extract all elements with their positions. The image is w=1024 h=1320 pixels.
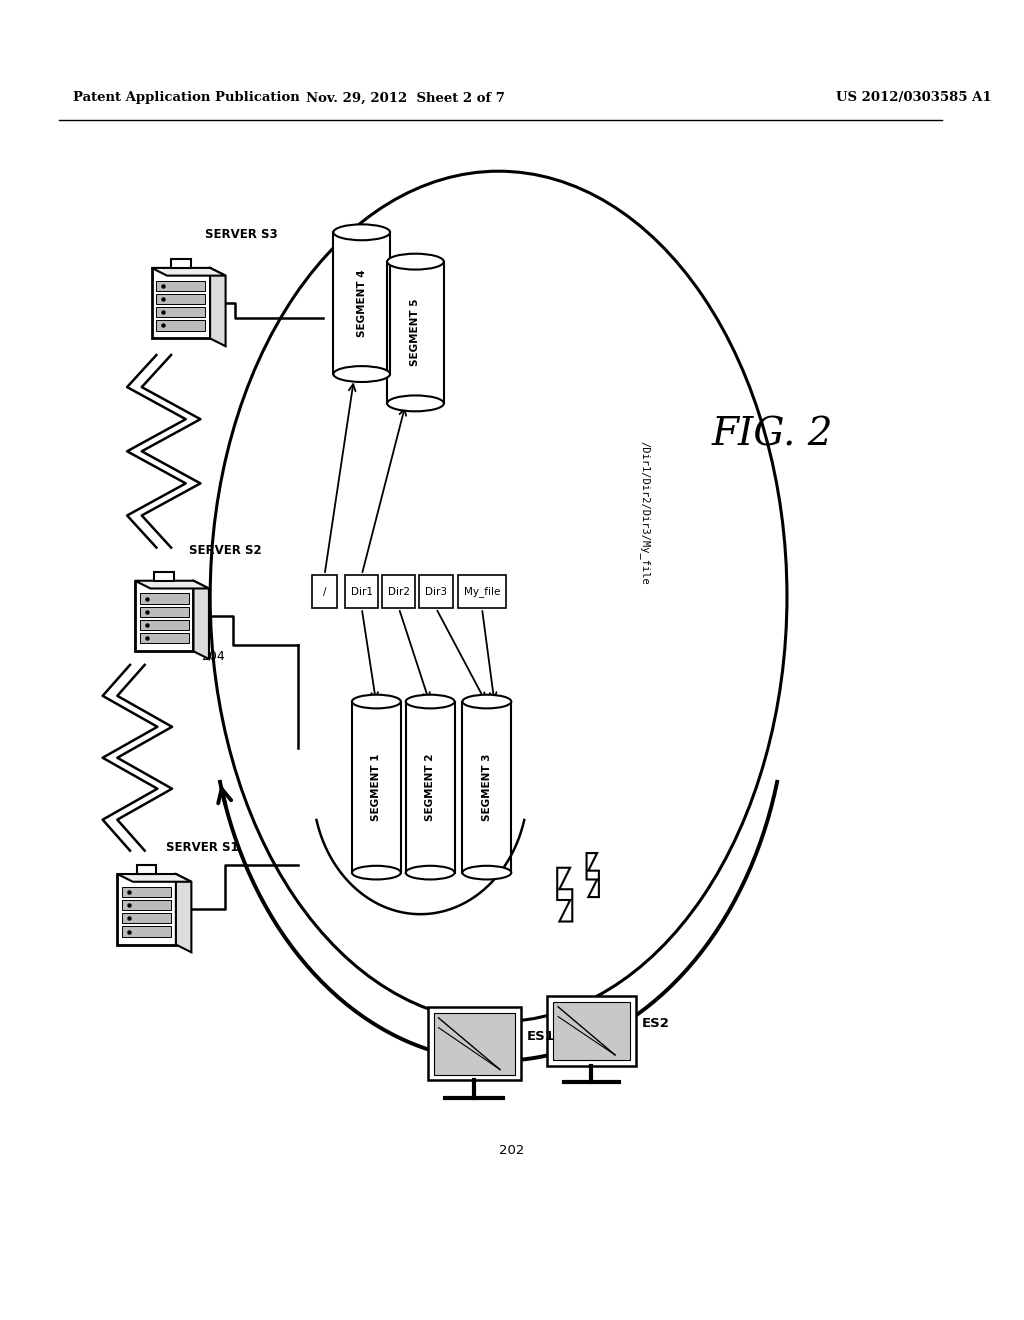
Bar [463, 701, 511, 873]
Text: SERVER S1: SERVER S1 [166, 841, 239, 854]
Polygon shape [210, 268, 225, 346]
Text: 202: 202 [499, 1143, 524, 1156]
Ellipse shape [334, 366, 390, 381]
Ellipse shape [387, 396, 443, 412]
Bar [140, 607, 188, 616]
Bar [122, 927, 171, 937]
Bar [140, 620, 188, 630]
Ellipse shape [352, 694, 400, 709]
Bar [157, 308, 205, 317]
Ellipse shape [406, 866, 455, 879]
Text: SERVER S3: SERVER S3 [205, 228, 278, 242]
Text: SEGMENT 4: SEGMENT 4 [356, 269, 367, 337]
Bar [122, 887, 171, 898]
Polygon shape [135, 581, 209, 589]
Text: ES2: ES2 [641, 1018, 670, 1031]
Bar [157, 321, 205, 330]
Bar [387, 261, 443, 404]
Bar [157, 294, 205, 304]
Text: US 2012/0303585 A1: US 2012/0303585 A1 [836, 91, 991, 104]
Bar [135, 581, 194, 651]
Bar [334, 232, 390, 374]
Bar [152, 268, 210, 338]
Text: SEGMENT 1: SEGMENT 1 [372, 754, 381, 821]
Polygon shape [137, 866, 157, 874]
Bar [458, 576, 507, 609]
Text: 204: 204 [202, 649, 225, 663]
Polygon shape [194, 581, 209, 659]
Bar [140, 634, 188, 643]
Bar [122, 913, 171, 924]
Ellipse shape [463, 866, 511, 879]
Text: Patent Application Publication: Patent Application Publication [74, 91, 300, 104]
Polygon shape [557, 867, 572, 921]
Bar [406, 701, 455, 873]
Text: Nov. 29, 2012  Sheet 2 of 7: Nov. 29, 2012 Sheet 2 of 7 [306, 91, 505, 104]
Bar [345, 576, 378, 609]
Text: ES1: ES1 [526, 1030, 554, 1043]
Ellipse shape [334, 224, 390, 240]
Text: My_file: My_file [464, 586, 500, 597]
Text: SEGMENT 2: SEGMENT 2 [425, 754, 435, 821]
Bar [352, 701, 400, 873]
Polygon shape [152, 268, 225, 276]
Text: Dir2: Dir2 [388, 586, 410, 597]
Text: FIG. 2: FIG. 2 [712, 417, 834, 454]
Ellipse shape [463, 694, 511, 709]
Bar [118, 874, 176, 945]
Text: SEGMENT 5: SEGMENT 5 [411, 298, 421, 366]
Bar [122, 900, 171, 911]
Text: Dir1: Dir1 [350, 586, 373, 597]
Bar [433, 1012, 515, 1074]
Text: Dir3: Dir3 [425, 586, 447, 597]
Polygon shape [176, 874, 191, 952]
Bar [428, 1007, 520, 1080]
Text: SERVER S2: SERVER S2 [188, 544, 261, 557]
Polygon shape [171, 259, 190, 268]
Text: /: / [323, 586, 327, 597]
Text: /Dir1/Dir2/Dir3/My_file: /Dir1/Dir2/Dir3/My_file [640, 441, 650, 585]
Bar [548, 997, 636, 1065]
Ellipse shape [387, 253, 443, 269]
Text: SEGMENT 3: SEGMENT 3 [482, 754, 492, 821]
Bar [553, 1002, 630, 1060]
Polygon shape [155, 572, 174, 581]
Polygon shape [587, 853, 599, 898]
Ellipse shape [406, 694, 455, 709]
Ellipse shape [352, 866, 400, 879]
Bar [157, 281, 205, 290]
Bar [420, 576, 453, 609]
Bar [312, 576, 337, 609]
Bar [382, 576, 416, 609]
Polygon shape [118, 874, 191, 882]
Bar [140, 594, 188, 603]
